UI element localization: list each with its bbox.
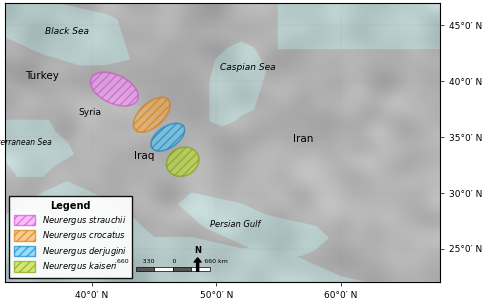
- Polygon shape: [278, 3, 440, 48]
- Text: Persian Gulf: Persian Gulf: [210, 220, 260, 229]
- Polygon shape: [5, 182, 154, 282]
- Text: Mediterranean Sea: Mediterranean Sea: [0, 138, 52, 147]
- Text: Caspian Sea: Caspian Sea: [220, 63, 275, 72]
- Text: Iraq: Iraq: [134, 151, 154, 161]
- Polygon shape: [210, 42, 266, 126]
- Text: 660       330         0              660 km: 660 330 0 660 km: [118, 259, 228, 264]
- Ellipse shape: [134, 97, 170, 132]
- Polygon shape: [5, 120, 73, 176]
- Ellipse shape: [151, 123, 184, 151]
- Polygon shape: [179, 193, 328, 260]
- Polygon shape: [5, 3, 130, 64]
- Polygon shape: [5, 238, 440, 282]
- Bar: [136, 267, 154, 271]
- Text: Black Sea: Black Sea: [45, 26, 89, 36]
- Text: N: N: [194, 247, 201, 255]
- Ellipse shape: [166, 147, 199, 176]
- Text: Iran: Iran: [293, 134, 314, 144]
- Text: Syria: Syria: [78, 108, 101, 117]
- Ellipse shape: [90, 72, 138, 106]
- Legend: $\it{Neurergus\ strauchii}$, $\it{Neurergus\ crocatus}$, $\it{Neurergus\ derjugi: $\it{Neurergus\ strauchii}$, $\it{Neurer…: [9, 196, 132, 278]
- Bar: [192, 267, 210, 271]
- Text: Turkey: Turkey: [26, 71, 59, 81]
- Bar: [173, 267, 192, 271]
- Bar: [154, 267, 173, 271]
